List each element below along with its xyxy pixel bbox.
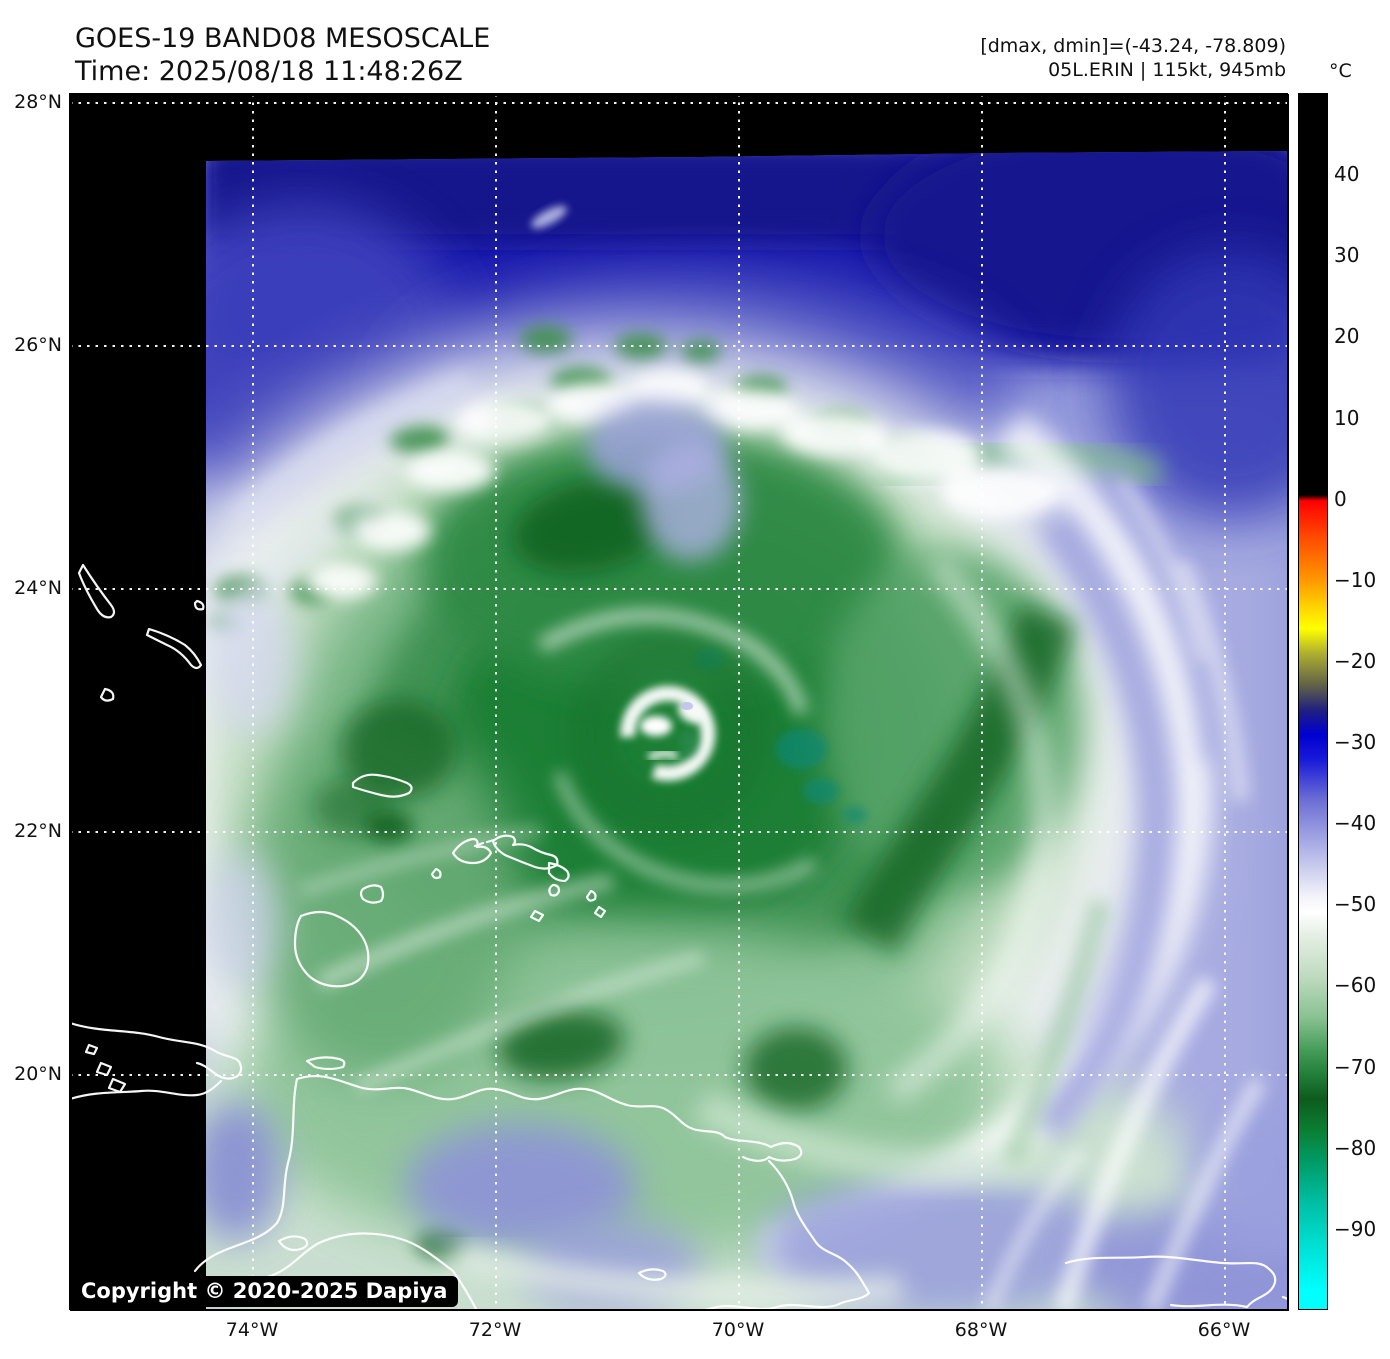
cbar-tick-m30: −30 — [1334, 730, 1377, 754]
lat-tick-26n: 26°N — [14, 334, 62, 356]
lon-tick-72w: 72°W — [468, 1319, 522, 1341]
figure-title: GOES-19 BAND08 MESOSCALE — [75, 23, 491, 54]
lon-tick-74w: 74°W — [225, 1319, 279, 1341]
colorbar-unit-label: °C — [1329, 60, 1352, 82]
lon-tick-66w: 66°W — [1197, 1319, 1251, 1341]
figure-timestamp: Time: 2025/08/18 11:48:26Z — [75, 56, 463, 87]
cbar-tick-30: 30 — [1334, 243, 1360, 267]
hurricane-eye — [567, 633, 769, 835]
satellite-image — [70, 94, 1289, 1311]
white-cloud-tufts — [305, 371, 1061, 599]
storm-info-annotation: 05L.ERIN | 115kt, 945mb — [1048, 59, 1286, 81]
cbar-tick-m50: −50 — [1334, 892, 1377, 916]
cbar-tick-m70: −70 — [1334, 1055, 1377, 1079]
lat-tick-20n: 20°N — [14, 1063, 62, 1085]
cbar-tick-20: 20 — [1334, 324, 1360, 348]
lat-tick-28n: 28°N — [14, 91, 62, 113]
cbar-tick-m20: −20 — [1334, 649, 1377, 673]
lon-tick-70w: 70°W — [711, 1319, 765, 1341]
cbar-tick-m60: −60 — [1334, 973, 1377, 997]
cbar-tick-m90: −90 — [1334, 1217, 1377, 1241]
coastlines — [70, 563, 1289, 1311]
map-plot-area — [69, 93, 1289, 1311]
lon-tick-68w: 68°W — [954, 1319, 1008, 1341]
annotation-block: [dmax, dmin]=(-43.24, -78.809) 05L.ERIN … — [980, 34, 1286, 82]
copyright-badge: Copyright © 2020-2025 Dapiya — [70, 1276, 459, 1307]
dmax-dmin-annotation: [dmax, dmin]=(-43.24, -78.809) — [980, 35, 1286, 57]
cbar-tick-m40: −40 — [1334, 811, 1377, 835]
temperature-colorbar — [1298, 93, 1328, 1310]
cbar-tick-0: 0 — [1334, 487, 1347, 511]
imagery-swath — [206, 151, 1289, 1311]
cbar-tick-40: 40 — [1334, 162, 1360, 186]
cbar-tick-10: 10 — [1334, 406, 1360, 430]
title-block: GOES-19 BAND08 MESOSCALE Time: 2025/08/1… — [75, 22, 490, 88]
cbar-tick-m10: −10 — [1334, 568, 1377, 592]
lat-tick-22n: 22°N — [14, 820, 62, 842]
cbar-tick-m80: −80 — [1334, 1136, 1377, 1160]
lat-tick-24n: 24°N — [14, 577, 62, 599]
